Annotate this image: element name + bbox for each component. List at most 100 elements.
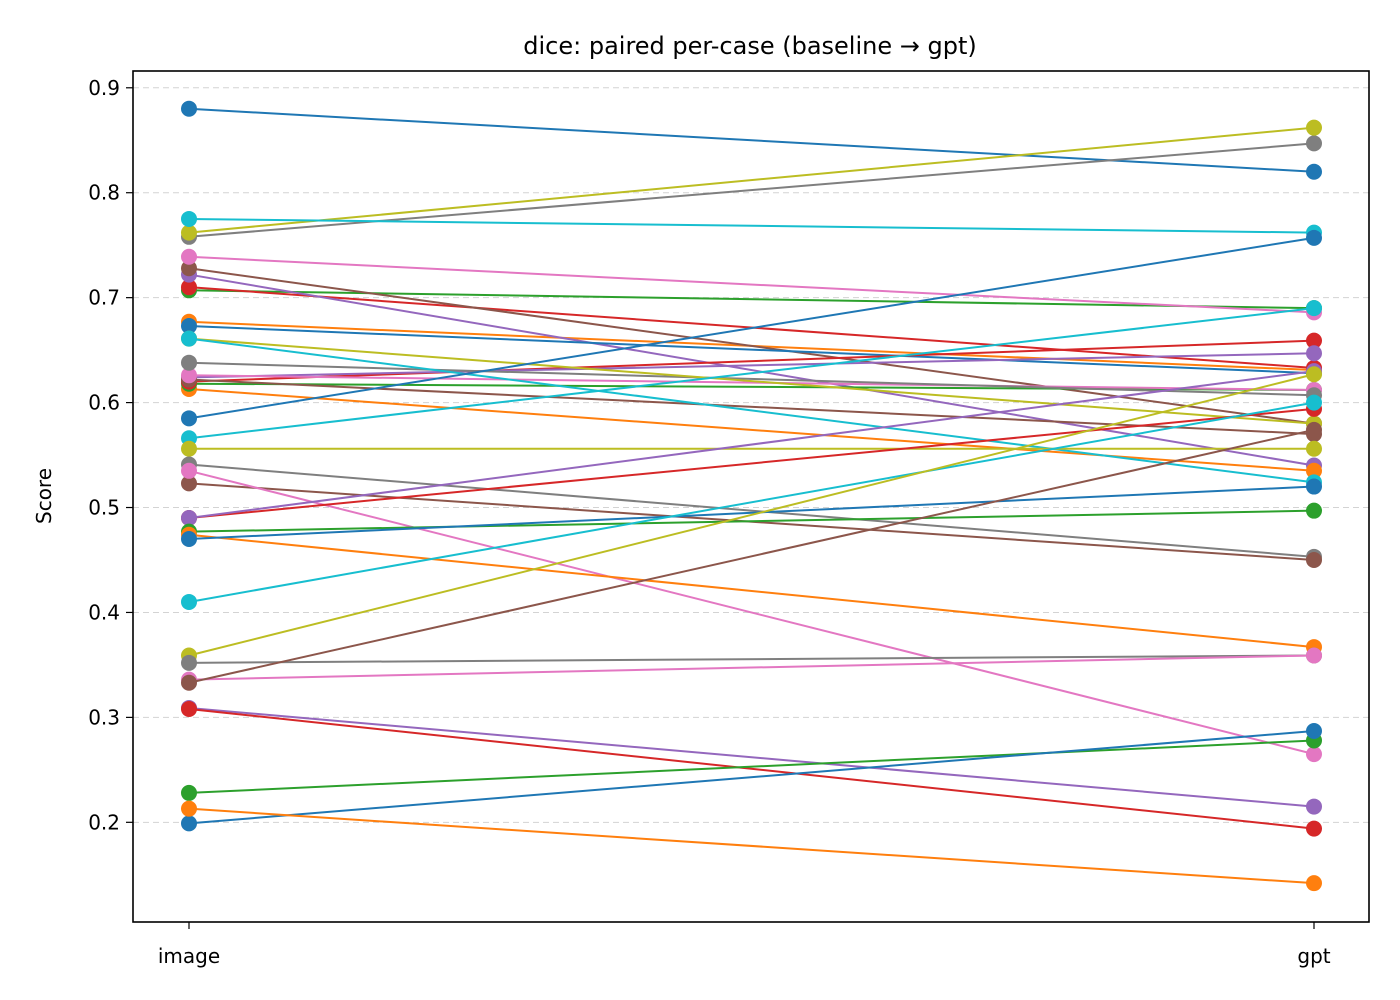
baseline-point [181, 530, 197, 547]
series [181, 723, 1322, 832]
series-line [188, 126, 1315, 234]
gpt-point [1306, 875, 1322, 892]
series-line [188, 339, 1315, 383]
baseline-point [181, 654, 197, 671]
baseline-point [181, 100, 197, 117]
series [181, 248, 1322, 321]
series [181, 421, 1322, 691]
series-line [188, 352, 1315, 379]
series [181, 119, 1322, 241]
series-line [188, 142, 1315, 238]
series-line [188, 324, 1315, 375]
baseline-point [181, 815, 197, 832]
baseline-point [181, 224, 197, 241]
baseline-point [181, 260, 197, 277]
series-line [188, 273, 1315, 467]
series [181, 800, 1322, 892]
x-tick-label: gpt [1297, 944, 1330, 968]
series-line [188, 654, 1315, 681]
series [181, 440, 1322, 457]
baseline-point [181, 354, 197, 371]
series-line [188, 730, 1315, 825]
y-tick-label: 0.8 [88, 181, 120, 205]
series [181, 229, 1322, 427]
baseline-point [181, 510, 197, 527]
gpt-point [1306, 300, 1322, 317]
gpt-point [1306, 163, 1322, 180]
series [181, 210, 1322, 241]
gpt-point [1306, 366, 1322, 383]
y-tick-label: 0.4 [88, 600, 120, 624]
series-line [188, 428, 1315, 684]
gpt-point [1306, 119, 1322, 136]
gpt-point [1306, 502, 1322, 519]
plot-frame [132, 70, 1370, 923]
y-tick-label: 0.5 [88, 496, 120, 520]
series [181, 478, 1322, 547]
gpt-point [1306, 820, 1322, 837]
series [181, 266, 1322, 474]
series [181, 647, 1322, 688]
gpt-point [1306, 440, 1322, 457]
series [181, 700, 1322, 837]
series-line [188, 370, 1315, 520]
gpt-point [1306, 647, 1322, 664]
baseline-point [181, 248, 197, 265]
series-layer [181, 100, 1322, 892]
series [181, 699, 1322, 815]
series [181, 732, 1322, 801]
series-line [188, 463, 1315, 558]
series-line [188, 107, 1315, 173]
gpt-point [1306, 345, 1322, 362]
baseline-point [181, 674, 197, 691]
y-tick-label: 0.7 [88, 286, 120, 310]
series-line [188, 267, 1315, 425]
baseline-point [181, 367, 197, 384]
series [181, 394, 1322, 610]
series-line [188, 533, 1315, 649]
series [181, 135, 1322, 245]
series-line [188, 401, 1315, 603]
series-line [188, 469, 1315, 756]
baseline-point [181, 330, 197, 347]
baseline-point [181, 475, 197, 492]
gpt-point [1306, 551, 1322, 568]
gridlines [133, 87, 1369, 823]
gpt-point [1306, 229, 1322, 246]
baseline-point [181, 440, 197, 457]
series-line [188, 387, 1315, 472]
series-line [188, 739, 1315, 794]
series-line [188, 337, 1315, 425]
x-tick-label: image [158, 944, 220, 968]
baseline-point [181, 593, 197, 610]
baseline-point [181, 700, 197, 717]
y-tick-label: 0.2 [88, 810, 120, 834]
series-line [188, 654, 1315, 664]
series-line [188, 485, 1315, 540]
series-line [188, 337, 1315, 484]
y-tick-label: 0.6 [88, 391, 120, 415]
baseline-point [181, 210, 197, 227]
series-line [188, 236, 1315, 420]
series-line [188, 373, 1315, 657]
axes: 0.2 0.3 0.4 0.5 0.6 0.7 0.8 0.9 image gpt [88, 70, 1370, 968]
gpt-point [1306, 462, 1322, 479]
series-line [188, 407, 1315, 520]
series-line [188, 374, 1315, 391]
gpt-point [1306, 332, 1322, 349]
series [181, 502, 1322, 540]
gpt-point [1306, 723, 1322, 740]
gpt-point [1306, 421, 1322, 438]
series-line [188, 807, 1315, 885]
baseline-point [181, 800, 197, 817]
series-line [188, 361, 1315, 397]
series-line [188, 509, 1315, 533]
series [181, 526, 1322, 656]
series-line [188, 707, 1315, 830]
gpt-point [1306, 798, 1322, 815]
gpt-point [1306, 394, 1322, 411]
baseline-point [181, 410, 197, 427]
y-tick-label: 0.3 [88, 705, 120, 729]
gpt-point [1306, 135, 1322, 152]
